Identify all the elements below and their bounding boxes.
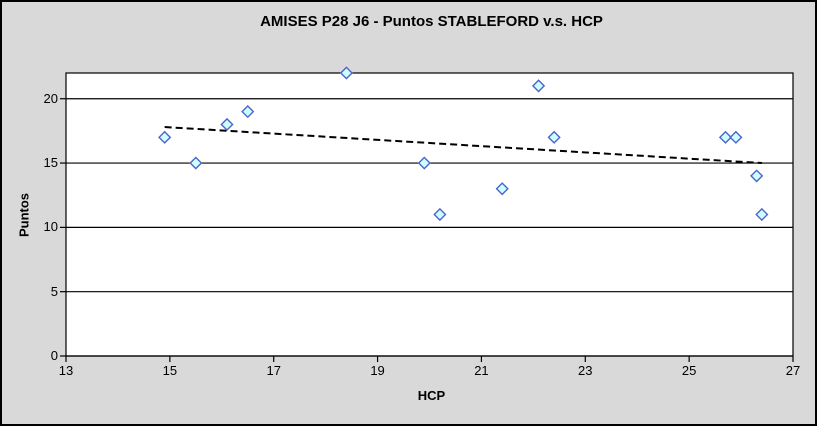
y-tick-label: 10 (43, 219, 58, 235)
data-point-marker (339, 66, 354, 80)
x-tick-label: 21 (474, 363, 489, 378)
x-tick-label: 15 (162, 363, 178, 378)
data-point-marker (718, 130, 733, 144)
data-point-marker (531, 79, 546, 93)
data-point-marker (189, 156, 203, 170)
y-tick-label: 15 (43, 155, 58, 171)
y-tick-label: 5 (50, 283, 58, 299)
chart-title: AMISES P28 J6 - Puntos STABLEFORD v.s. H… (260, 13, 603, 30)
x-tick-label: 17 (266, 363, 281, 378)
y-tick-label: 0 (50, 348, 58, 363)
x-axis-title: HCP (417, 388, 446, 403)
data-point-marker (750, 169, 764, 183)
data-point-marker (729, 130, 743, 144)
data-point-marker (547, 130, 561, 144)
x-tick-label: 19 (370, 363, 385, 378)
data-point-marker (220, 117, 234, 132)
data-point-marker (755, 207, 769, 222)
data-point-marker (495, 182, 509, 196)
data-point-marker (241, 105, 255, 119)
data-point-marker (433, 207, 447, 222)
data-point-marker (417, 156, 431, 170)
plot-background (65, 72, 794, 357)
x-tick-label: 27 (785, 363, 801, 378)
data-point-marker (158, 130, 172, 144)
x-tick-label: 23 (578, 363, 593, 378)
x-tick-label: 13 (58, 363, 74, 378)
y-tick-label: 20 (43, 90, 58, 106)
x-tick-label: 25 (681, 363, 697, 378)
trendline (164, 126, 762, 165)
